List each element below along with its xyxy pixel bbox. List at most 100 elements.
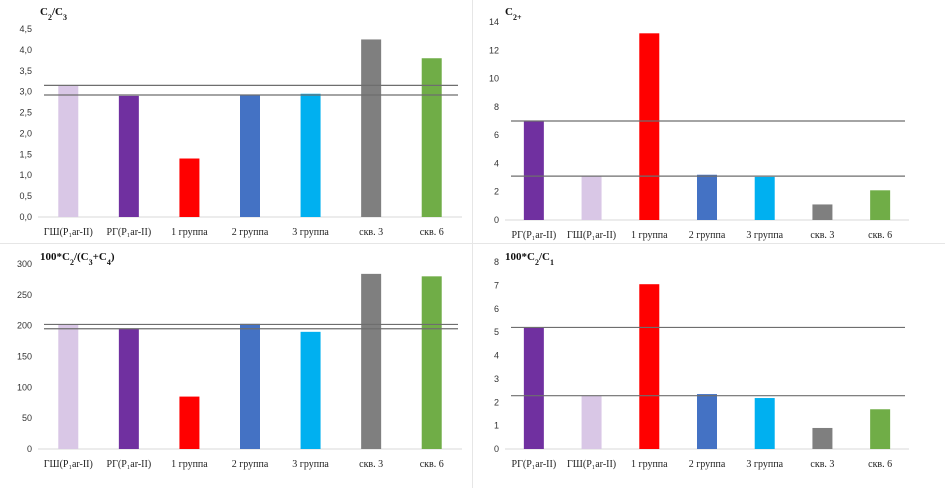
bar <box>361 39 382 217</box>
x-tick-label: РГ(P₁ar-II) <box>512 459 557 470</box>
chart-panel-c2-c3: C2/C3 0,0 0,5 1,0 1,5 2,0 2,5 3,0 3,5 4,0 4,5 ГШ(P₁… <box>0 0 470 243</box>
bar <box>179 396 200 449</box>
bar <box>421 276 442 449</box>
bar <box>300 331 321 449</box>
y-tick-label: 3 <box>494 374 499 384</box>
y-tick-label: 0,0 <box>19 212 32 222</box>
y-tick-label: 2 <box>494 397 499 407</box>
bar <box>179 158 200 217</box>
x-tick-label: 3 группа <box>292 459 329 470</box>
y-tick-label: 4 <box>494 351 499 361</box>
x-tick-label: ГШ(P₁ar-II) <box>44 459 93 470</box>
panel-divider-horizontal <box>0 243 945 244</box>
x-tick-label: скв. 3 <box>359 459 383 470</box>
bar <box>697 394 717 449</box>
y-tick-label: 300 <box>17 259 32 269</box>
x-tick-label: скв. 6 <box>868 459 892 470</box>
chart-title: 100*C2/C1 <box>505 251 554 267</box>
x-tick-label: 2 группа <box>232 227 269 238</box>
y-tick-label: 200 <box>17 321 32 331</box>
chart-panel-c2plus: C2+ 0 2 4 6 8 10 12 14 РГ(P₁ar-II) ГШ(P₁ar-II) 1 гр… <box>475 0 943 243</box>
x-tick-label: скв. 3 <box>359 227 383 238</box>
y-tick-label: 150 <box>17 352 32 362</box>
x-tick-label: ГШ(P₁ar-II) <box>567 459 616 470</box>
y-tick-label: 14 <box>489 17 499 27</box>
bar <box>523 121 544 220</box>
x-tick-label: 3 группа <box>292 227 329 238</box>
y-tick-label: 4 <box>494 158 499 168</box>
y-tick-label: 2,0 <box>19 128 32 138</box>
y-tick-label: 0,5 <box>19 191 32 201</box>
y-tick-label: 4,5 <box>19 24 32 34</box>
x-tick-label: скв. 3 <box>810 230 834 241</box>
x-tick-label: 1 группа <box>171 227 208 238</box>
bar <box>421 58 442 217</box>
panel-divider-vertical <box>472 0 473 488</box>
x-tick-label: ГШ(P₁ar-II) <box>567 230 616 241</box>
y-tick-label: 0 <box>494 215 499 225</box>
chart-c2plus: C2+ 0 2 4 6 8 10 12 14 РГ(P₁ar-II) ГШ(P₁ar-II) 1 гр… <box>489 6 909 241</box>
y-tick-label: 4,0 <box>19 45 32 55</box>
bar <box>870 409 891 449</box>
y-tick-label: 50 <box>22 413 32 423</box>
bar <box>361 273 382 449</box>
x-tick-label: скв. 6 <box>868 230 892 241</box>
bar <box>812 204 833 220</box>
x-tick-label: ГШ(P₁ar-II) <box>44 227 93 238</box>
chart-100c2-c1: 100*C2/C1 0 1 2 3 4 5 6 7 8 РГ(P₁ar-II) ГШ(P₁ar-II)… <box>494 251 909 470</box>
y-tick-label: 3,0 <box>19 87 32 97</box>
bar <box>523 327 544 449</box>
y-tick-label: 8 <box>494 257 499 267</box>
y-tick-label: 1,5 <box>19 149 32 159</box>
x-tick-label: 2 группа <box>689 230 726 241</box>
bar <box>58 85 79 218</box>
bar <box>240 95 260 217</box>
chart-panel-100c2-c3c4: 100*C2/(C3+C4) 0 50 100 150 200 250 300 ГШ(P₁ar-… <box>0 245 470 488</box>
x-tick-label: 2 группа <box>232 459 269 470</box>
chart-100c2-c3c4: 100*C2/(C3+C4) 0 50 100 150 200 250 300 ГШ(P₁ar-… <box>17 251 462 470</box>
bar <box>300 93 321 217</box>
x-tick-label: скв. 3 <box>810 459 834 470</box>
bar <box>870 190 891 220</box>
chart-title: C2/C3 <box>40 6 67 22</box>
chart-title: 100*C2/(C3+C4) <box>40 251 115 267</box>
y-tick-label: 2 <box>494 187 499 197</box>
bar <box>581 176 602 220</box>
y-tick-label: 250 <box>17 290 32 300</box>
y-tick-label: 1,0 <box>19 170 32 180</box>
chart-panel-100c2-c1: 100*C2/C1 0 1 2 3 4 5 6 7 8 РГ(P₁ar-II) ГШ(P₁ar-II)… <box>475 245 943 488</box>
bar <box>639 284 660 449</box>
bar <box>754 176 775 220</box>
y-tick-label: 100 <box>17 382 32 392</box>
x-tick-label: РГ(P₁ar-II) <box>107 227 152 238</box>
bar <box>754 398 775 449</box>
x-tick-label: 1 группа <box>631 459 668 470</box>
y-tick-label: 3,5 <box>19 66 32 76</box>
x-tick-label: 2 группа <box>689 459 726 470</box>
y-tick-label: 5 <box>494 327 499 337</box>
x-tick-label: скв. 6 <box>420 227 444 238</box>
bar <box>240 323 260 449</box>
x-tick-label: 1 группа <box>171 459 208 470</box>
y-tick-label: 7 <box>494 280 499 290</box>
bar <box>118 328 139 449</box>
chart-title: C2+ <box>505 6 522 22</box>
y-tick-label: 12 <box>489 45 499 55</box>
y-tick-label: 8 <box>494 102 499 112</box>
y-tick-label: 6 <box>494 130 499 140</box>
x-tick-label: 3 группа <box>746 459 783 470</box>
y-tick-label: 10 <box>489 74 499 84</box>
x-tick-label: 1 группа <box>631 230 668 241</box>
bar <box>639 33 660 220</box>
bar <box>812 427 833 449</box>
y-tick-label: 2,5 <box>19 108 32 118</box>
chart-c2-c3: C2/C3 0,0 0,5 1,0 1,5 2,0 2,5 3,0 3,5 4,0 4,5 ГШ(P₁… <box>19 6 462 238</box>
y-tick-label: 0 <box>27 444 32 454</box>
x-tick-label: РГ(P₁ar-II) <box>512 230 557 241</box>
y-tick-label: 1 <box>494 421 499 431</box>
bar <box>58 324 79 449</box>
y-tick-label: 6 <box>494 304 499 314</box>
bar <box>581 395 602 449</box>
y-tick-label: 0 <box>494 444 499 454</box>
bar <box>118 95 139 217</box>
